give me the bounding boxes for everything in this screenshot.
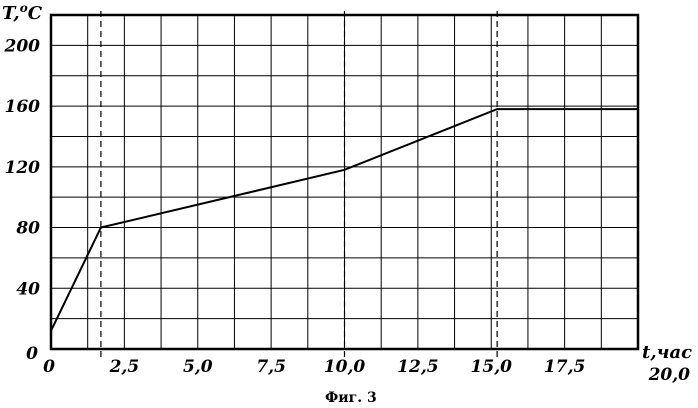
y-axis-title-main: T, [2,3,20,24]
x-tick-label: 12,5 [397,357,438,377]
guide-lines [101,11,497,357]
x-tick-label: 17,5 [544,357,585,377]
figure-caption: Фиг. 3 [325,390,377,406]
y-tick-label: 120 [5,158,41,178]
x-tick-label: 20,0 [648,365,691,385]
x-axis-title: t,час [642,342,692,363]
y-tick-label: 0 [26,344,38,364]
y-tick-labels: 0 40 80 120 160 200 [4,36,41,364]
x-tick-labels: 0 2,5 5,0 7,5 10,0 12,5 15,0 17,5 20,0 [43,357,690,385]
x-tick-label: 15,0 [471,357,513,377]
y-axis-title: T,oC [2,1,43,24]
y-axis-title-unit: C [28,3,43,24]
y-tick-label: 80 [15,219,40,239]
y-axis-title-sup: o [20,1,28,15]
x-tick-label: 7,5 [256,357,286,377]
x-tick-label: 5,0 [183,357,213,377]
x-tick-label: 10,0 [324,357,366,377]
x-tick-label: 2,5 [109,357,140,377]
x-tick-label: 0 [43,357,55,377]
y-tick-label: 40 [16,279,40,299]
y-tick-label: 200 [4,36,41,56]
y-tick-label: 160 [5,97,41,117]
